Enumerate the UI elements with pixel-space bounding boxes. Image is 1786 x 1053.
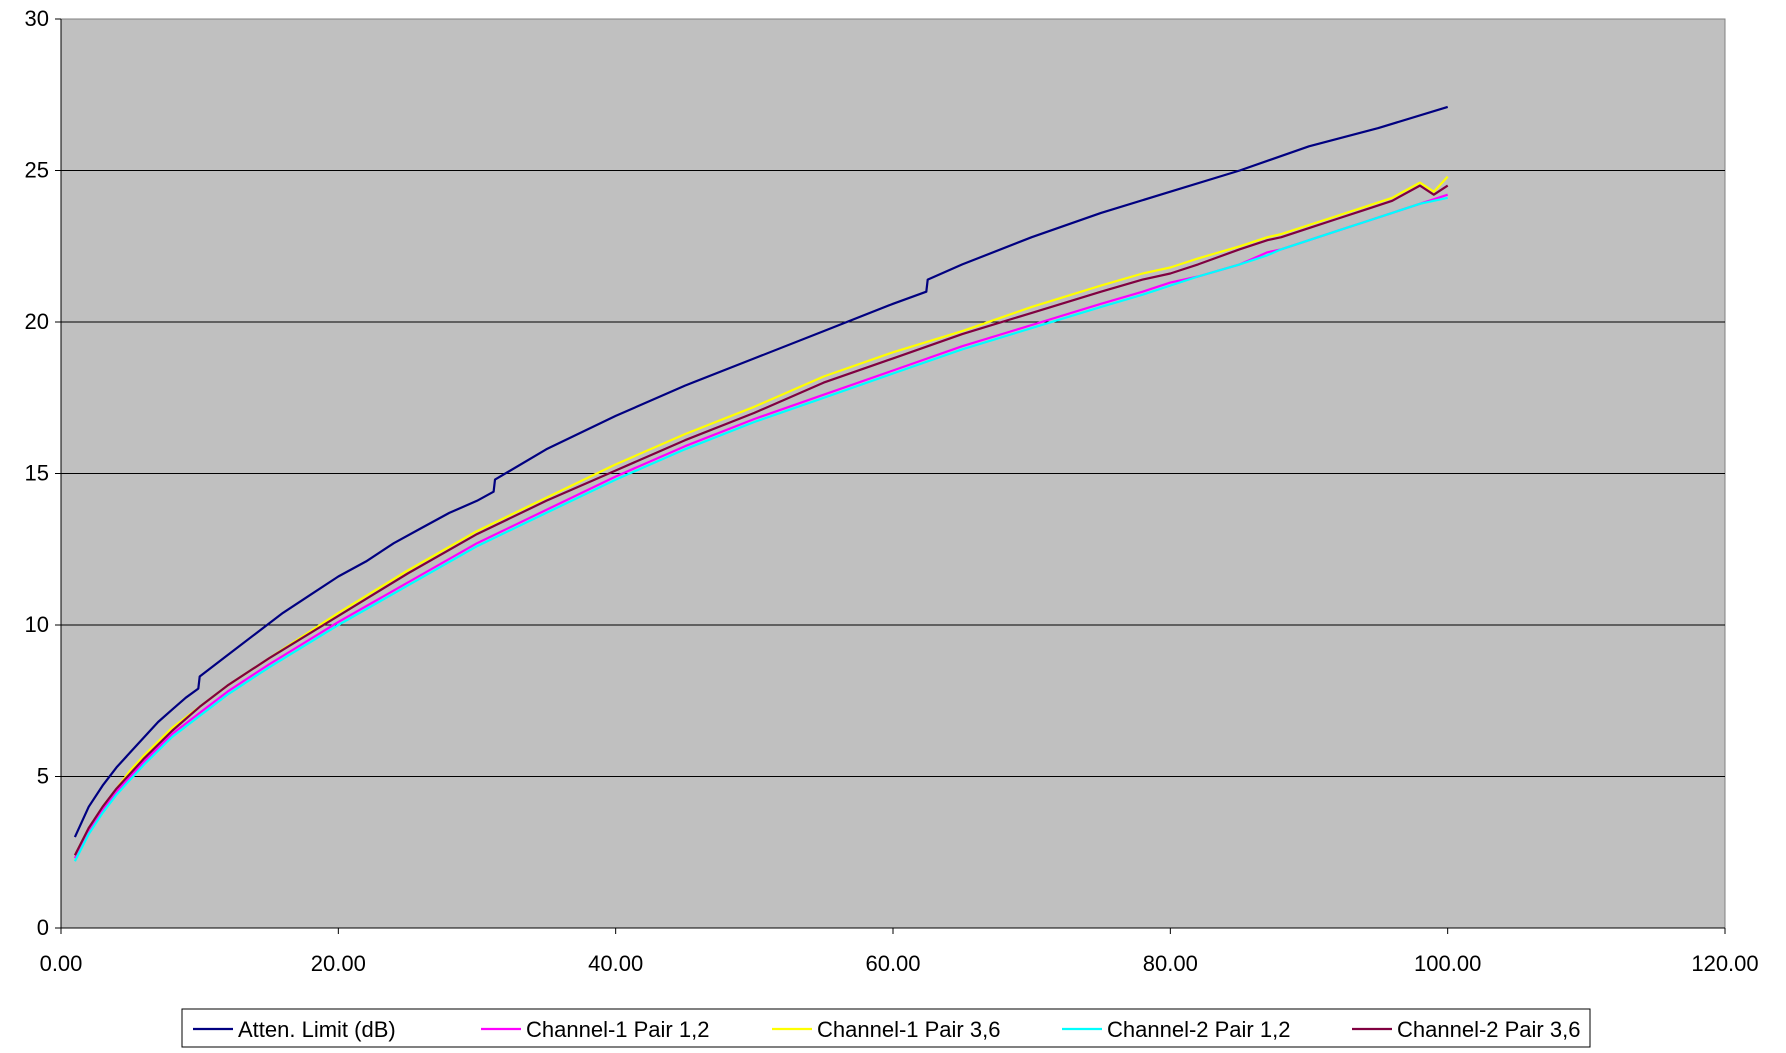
y-tick-label: 25 (25, 158, 49, 183)
x-tick-label: 20.00 (311, 951, 366, 976)
series-line-5 (73, 184, 1449, 856)
legend-label: Channel-2 Pair 1,2 (1107, 1017, 1290, 1042)
axes: 0 5 10 15 20 25 30 0.00 20.00 40.00 60.00 80.00 100.… (25, 6, 1759, 976)
x-tick-label: 80.00 (1143, 951, 1198, 976)
legend-label: Channel-2 Pair 3,6 (1397, 1017, 1580, 1042)
x-tick-label: 0.00 (40, 951, 83, 976)
y-tick-label: 0 (37, 915, 49, 940)
x-tick-label: 40.00 (588, 951, 643, 976)
x-tick-label: 100.00 (1414, 951, 1481, 976)
x-tick-label: 120.00 (1691, 951, 1758, 976)
legend-label: Channel-1 Pair 3,6 (817, 1017, 1000, 1042)
y-tick-label: 10 (25, 612, 49, 637)
legend-label: Channel-1 Pair 1,2 (526, 1017, 709, 1042)
legend: Atten. Limit (dB) Channel-1 Pair 1,2 Chann… (181, 1008, 1591, 1048)
y-tick-label: 15 (25, 461, 49, 486)
series-line-3 (73, 175, 1449, 856)
series-line-1 (73, 105, 1449, 838)
y-tick-label: 5 (37, 764, 49, 789)
y-tick-label: 20 (25, 309, 49, 334)
x-tick-label: 60.00 (865, 951, 920, 976)
y-tick-label: 30 (25, 6, 49, 31)
series-lines (73, 105, 1449, 862)
legend-label: Atten. Limit (dB) (238, 1017, 396, 1042)
series-line-4 (73, 196, 1448, 862)
